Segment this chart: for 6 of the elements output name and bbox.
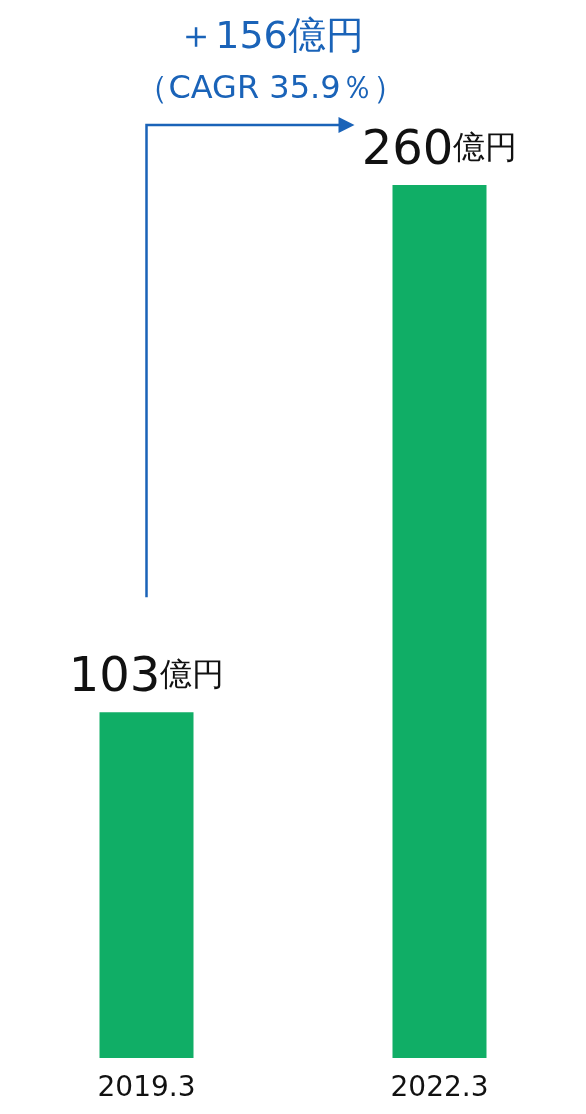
text: （CAGR 35.9％）: [136, 68, 405, 106]
data-label: 260億円: [361, 119, 518, 175]
x-tick-label: 2022.3: [390, 1069, 489, 1103]
x-tick-label: 2019.3: [97, 1069, 196, 1103]
data-label: 103億円: [68, 646, 225, 703]
text: ＋156億円: [177, 13, 364, 57]
